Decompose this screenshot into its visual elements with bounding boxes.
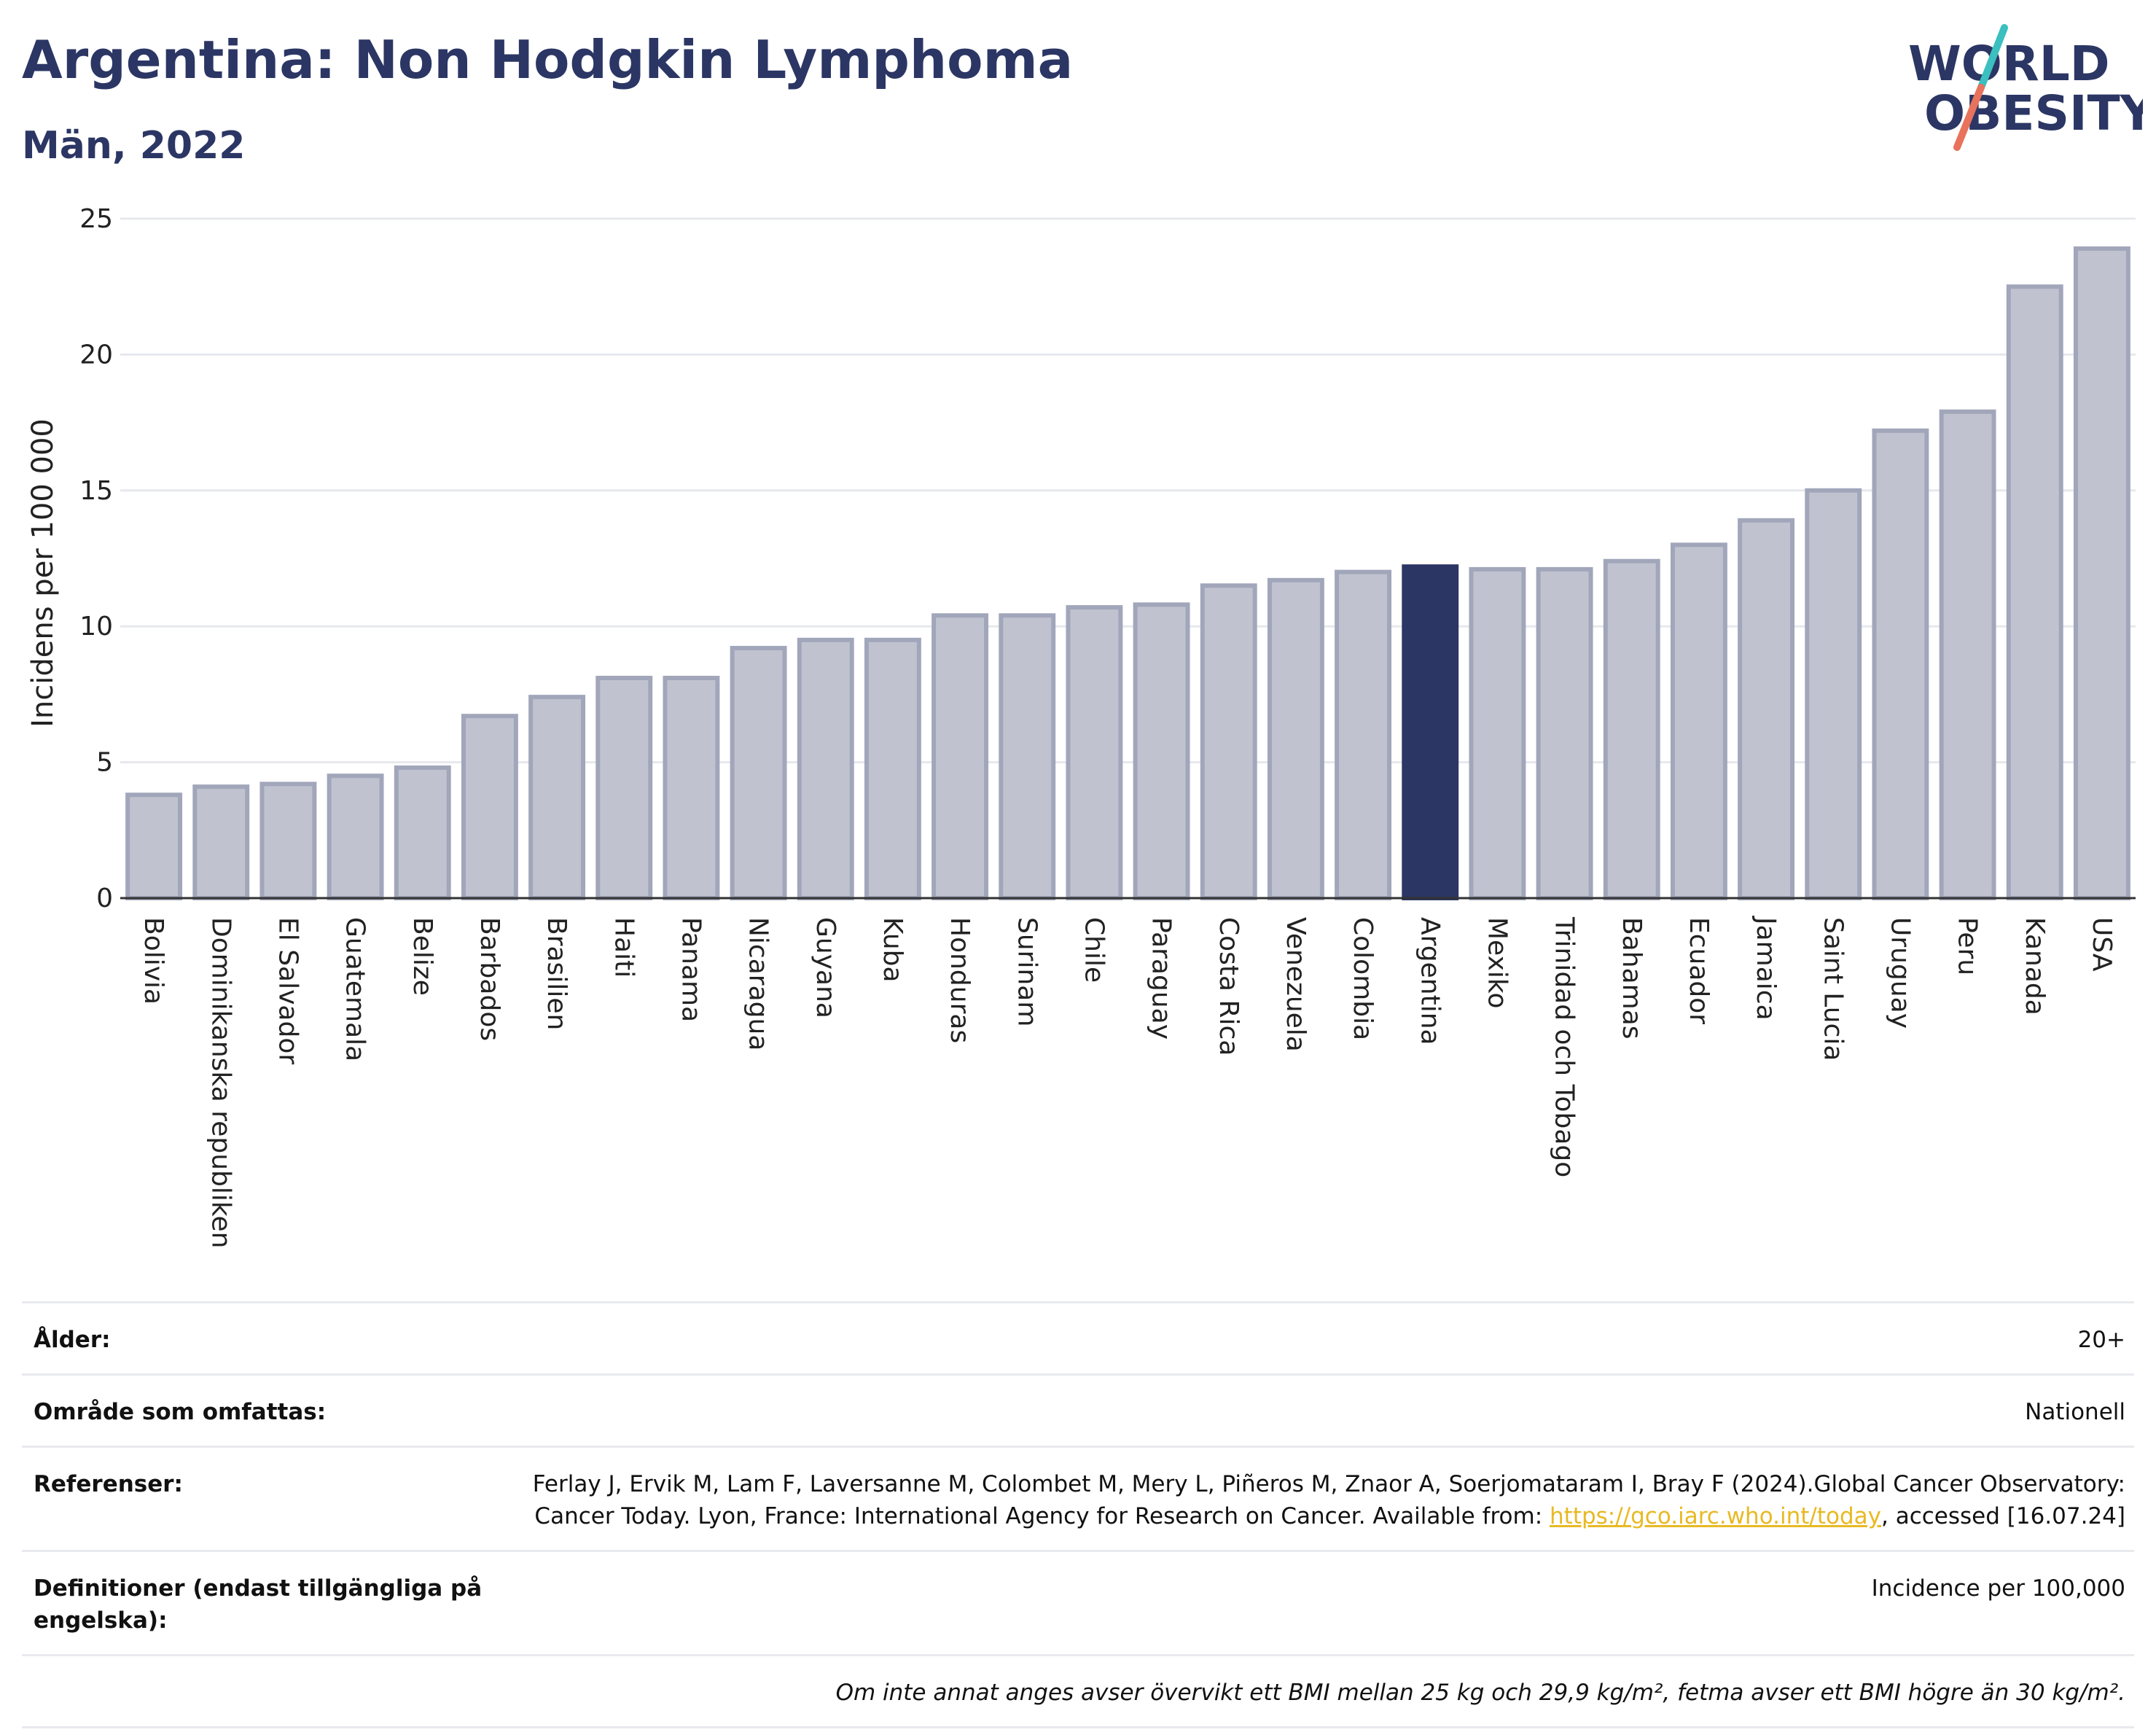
bar-colombia bbox=[1335, 569, 1392, 900]
bar-peru bbox=[1939, 409, 1996, 900]
x-tick-label-dominikanska-republiken: Dominikanska republiken bbox=[206, 917, 235, 1248]
y-axis-title: Incidens per 100 000 bbox=[26, 418, 60, 728]
x-tick-label-saint-lucia: Saint Lucia bbox=[1818, 917, 1848, 1061]
references-label: Referenser: bbox=[22, 1446, 516, 1551]
x-tick-label-costa-rica: Costa Rica bbox=[1214, 917, 1243, 1056]
bar-haiti bbox=[595, 676, 653, 900]
definitions-label: Definitioner (endast tillgängliga på eng… bbox=[22, 1550, 516, 1656]
chart-title: Argentina: Non Hodgkin Lymphoma bbox=[22, 29, 1074, 90]
note-spacer bbox=[22, 1654, 516, 1729]
x-tick-label-barbados: Barbados bbox=[474, 917, 504, 1041]
bar-chile bbox=[1066, 605, 1123, 900]
references-link[interactable]: https://gco.iarc.who.int/today bbox=[1550, 1503, 1881, 1530]
bar-chart: 0 5 10 15 20 25 Bolivia Dominikanska republike… bbox=[26, 204, 2136, 1248]
bar-nicaragua bbox=[730, 646, 787, 900]
x-tick-label-haiti: Haiti bbox=[609, 917, 638, 978]
x-tick-label-el-salvador: El Salvador bbox=[273, 917, 302, 1064]
y-tick-label-15: 15 bbox=[79, 476, 113, 506]
x-tick-label-peru: Peru bbox=[1953, 917, 1983, 975]
x-tick-label-colombia: Colombia bbox=[1348, 917, 1378, 1040]
x-tick-label-jamaica: Jamaica bbox=[1751, 916, 1781, 1021]
meta-row-area: Område som omfattas: Nationell bbox=[22, 1373, 2134, 1447]
x-tick-label-trinidad-och-tobago: Trinidad och Tobago bbox=[1550, 916, 1579, 1177]
bar-saint-lucia bbox=[1805, 488, 1862, 900]
x-tick-label-surinam: Surinam bbox=[1012, 917, 1042, 1026]
logo-slash-bottom bbox=[1953, 84, 1985, 151]
x-tick-label-honduras: Honduras bbox=[945, 917, 975, 1043]
bmi-note: Om inte annat anges avser övervikt ett B… bbox=[516, 1654, 2134, 1729]
references-accessed: , accessed [16.07.24] bbox=[1880, 1503, 2125, 1530]
logo-text-obesity: OBESITY bbox=[1924, 85, 2143, 141]
bar-barbados bbox=[461, 714, 518, 900]
y-tick-label-10: 10 bbox=[79, 612, 113, 642]
bar-bolivia bbox=[125, 792, 183, 900]
bar-belize bbox=[394, 765, 451, 901]
bar-costa-rica bbox=[1200, 583, 1257, 901]
bar-paraguay bbox=[1133, 602, 1190, 900]
bar-panama bbox=[663, 676, 720, 900]
x-tick-label-bolivia: Bolivia bbox=[138, 917, 168, 1005]
x-tick-label-guyana: Guyana bbox=[811, 917, 840, 1018]
x-axis-labels: Bolivia Dominikanska republiken El Salvado… bbox=[138, 916, 2117, 1248]
logo-text-world: WORLD bbox=[1908, 36, 2110, 92]
x-tick-label-ecuador: Ecuador bbox=[1684, 917, 1714, 1024]
bar-bahamas bbox=[1603, 558, 1660, 900]
bar-brasilien bbox=[528, 695, 586, 900]
references-text: Ferlay J, Ervik M, Lam F, Laversanne M, … bbox=[532, 1471, 2125, 1530]
grid-lines bbox=[120, 217, 2136, 764]
x-tick-label-panama: Panama bbox=[676, 917, 706, 1022]
bar-guyana bbox=[797, 637, 854, 901]
definitions-value: Incidence per 100,000 bbox=[516, 1550, 2134, 1656]
logo-slash-top bbox=[1977, 24, 2008, 91]
references-value: Ferlay J, Ervik M, Lam F, Laversanne M, … bbox=[516, 1446, 2134, 1551]
x-tick-label-nicaragua: Nicaragua bbox=[743, 917, 773, 1050]
bar-usa bbox=[2073, 246, 2130, 901]
y-tick-label-0: 0 bbox=[96, 884, 113, 913]
bars bbox=[125, 246, 2130, 901]
bar-guatemala bbox=[327, 773, 384, 900]
chart-subtitle: Män, 2022 bbox=[22, 124, 246, 168]
y-tick-label-5: 5 bbox=[96, 748, 113, 778]
x-tick-label-bahamas: Bahamas bbox=[1617, 917, 1647, 1040]
bar-el-salvador bbox=[259, 781, 317, 901]
x-tick-label-mexiko: Mexiko bbox=[1482, 917, 1512, 1008]
bar-uruguay bbox=[1872, 428, 1929, 900]
area-label: Område som omfattas: bbox=[22, 1373, 516, 1447]
x-tick-label-kanada: Kanada bbox=[2020, 917, 2050, 1015]
y-axis-ticks: 0 5 10 15 20 25 bbox=[79, 204, 113, 913]
x-tick-label-chile: Chile bbox=[1079, 917, 1109, 983]
bar-surinam bbox=[999, 613, 1056, 901]
bar-mexiko bbox=[1469, 566, 1526, 900]
meta-row-references: Referenser: Ferlay J, Ervik M, Lam F, La… bbox=[22, 1446, 2134, 1551]
meta-row-definitions: Definitioner (endast tillgängliga på eng… bbox=[22, 1550, 2134, 1656]
x-tick-label-uruguay: Uruguay bbox=[1885, 917, 1915, 1029]
bar-venezuela bbox=[1267, 577, 1324, 900]
x-tick-label-usa: USA bbox=[2087, 917, 2117, 972]
bar-dominikanska-republiken bbox=[192, 784, 250, 900]
x-tick-label-brasilien: Brasilien bbox=[542, 917, 571, 1030]
age-value: 20+ bbox=[516, 1301, 2134, 1375]
world-obesity-logo: WORLD OBESITY bbox=[1908, 24, 2143, 151]
metadata-table: Ålder: 20+ Område som omfattas: Nationel… bbox=[22, 1301, 2134, 1729]
x-tick-label-argentina: Argentina bbox=[1415, 917, 1445, 1045]
bar-kuba bbox=[864, 637, 921, 901]
bar-jamaica bbox=[1738, 518, 1795, 901]
meta-row-age: Ålder: 20+ bbox=[22, 1301, 2134, 1375]
area-value: Nationell bbox=[516, 1373, 2134, 1447]
y-tick-label-25: 25 bbox=[79, 204, 113, 234]
x-tick-label-paraguay: Paraguay bbox=[1147, 917, 1176, 1040]
x-tick-label-guatemala: Guatemala bbox=[340, 917, 370, 1061]
x-tick-label-venezuela: Venezuela bbox=[1281, 917, 1311, 1052]
bar-kanada bbox=[2006, 284, 2063, 900]
y-tick-label-20: 20 bbox=[79, 340, 113, 370]
bar-honduras bbox=[931, 613, 989, 901]
age-label: Ålder: bbox=[22, 1301, 516, 1375]
bar-argentina bbox=[1402, 564, 1459, 901]
x-tick-label-kuba: Kuba bbox=[878, 917, 907, 983]
bar-trinidad-och-tobago bbox=[1536, 566, 1593, 900]
meta-row-note: Om inte annat anges avser övervikt ett B… bbox=[22, 1654, 2134, 1729]
bar-ecuador bbox=[1670, 542, 1727, 900]
x-tick-label-belize: Belize bbox=[407, 917, 437, 996]
